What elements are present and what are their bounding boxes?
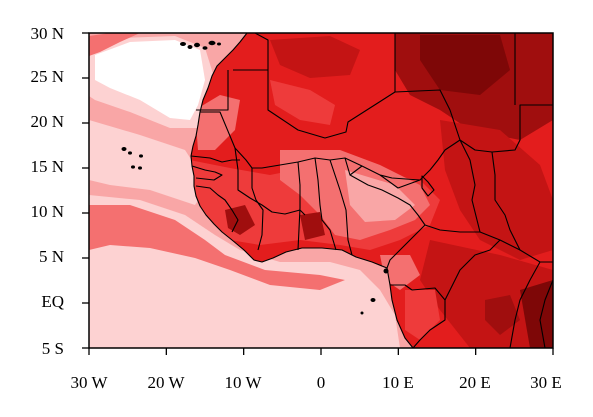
lon-label: 10 W xyxy=(225,373,263,392)
axis-ticks xyxy=(82,32,554,355)
lat-label: 5 N xyxy=(39,247,64,266)
lon-label: 10 E xyxy=(382,373,414,392)
lat-label: 5 S xyxy=(42,339,64,358)
lon-label: 30 W xyxy=(71,373,109,392)
lat-label: EQ xyxy=(41,292,64,311)
islands xyxy=(121,40,389,315)
lon-label: 30 E xyxy=(530,373,562,392)
lon-label: 0 xyxy=(317,373,326,392)
lat-label: 10 N xyxy=(30,202,64,221)
latitude-axis: 30 N 25 N 20 N 15 N 10 N 5 N EQ 5 S xyxy=(30,24,64,358)
lat-label: 15 N xyxy=(30,157,64,176)
lat-label: 20 N xyxy=(30,112,64,131)
lat-label: 25 N xyxy=(30,67,64,86)
land-shading xyxy=(191,33,553,348)
longitude-axis: 30 W 20 W 10 W 0 10 E 20 E 30 E xyxy=(71,373,562,392)
lat-label: 30 N xyxy=(30,24,64,43)
lon-label: 20 W xyxy=(148,373,186,392)
lon-label: 20 E xyxy=(459,373,491,392)
country-borders xyxy=(190,33,553,348)
